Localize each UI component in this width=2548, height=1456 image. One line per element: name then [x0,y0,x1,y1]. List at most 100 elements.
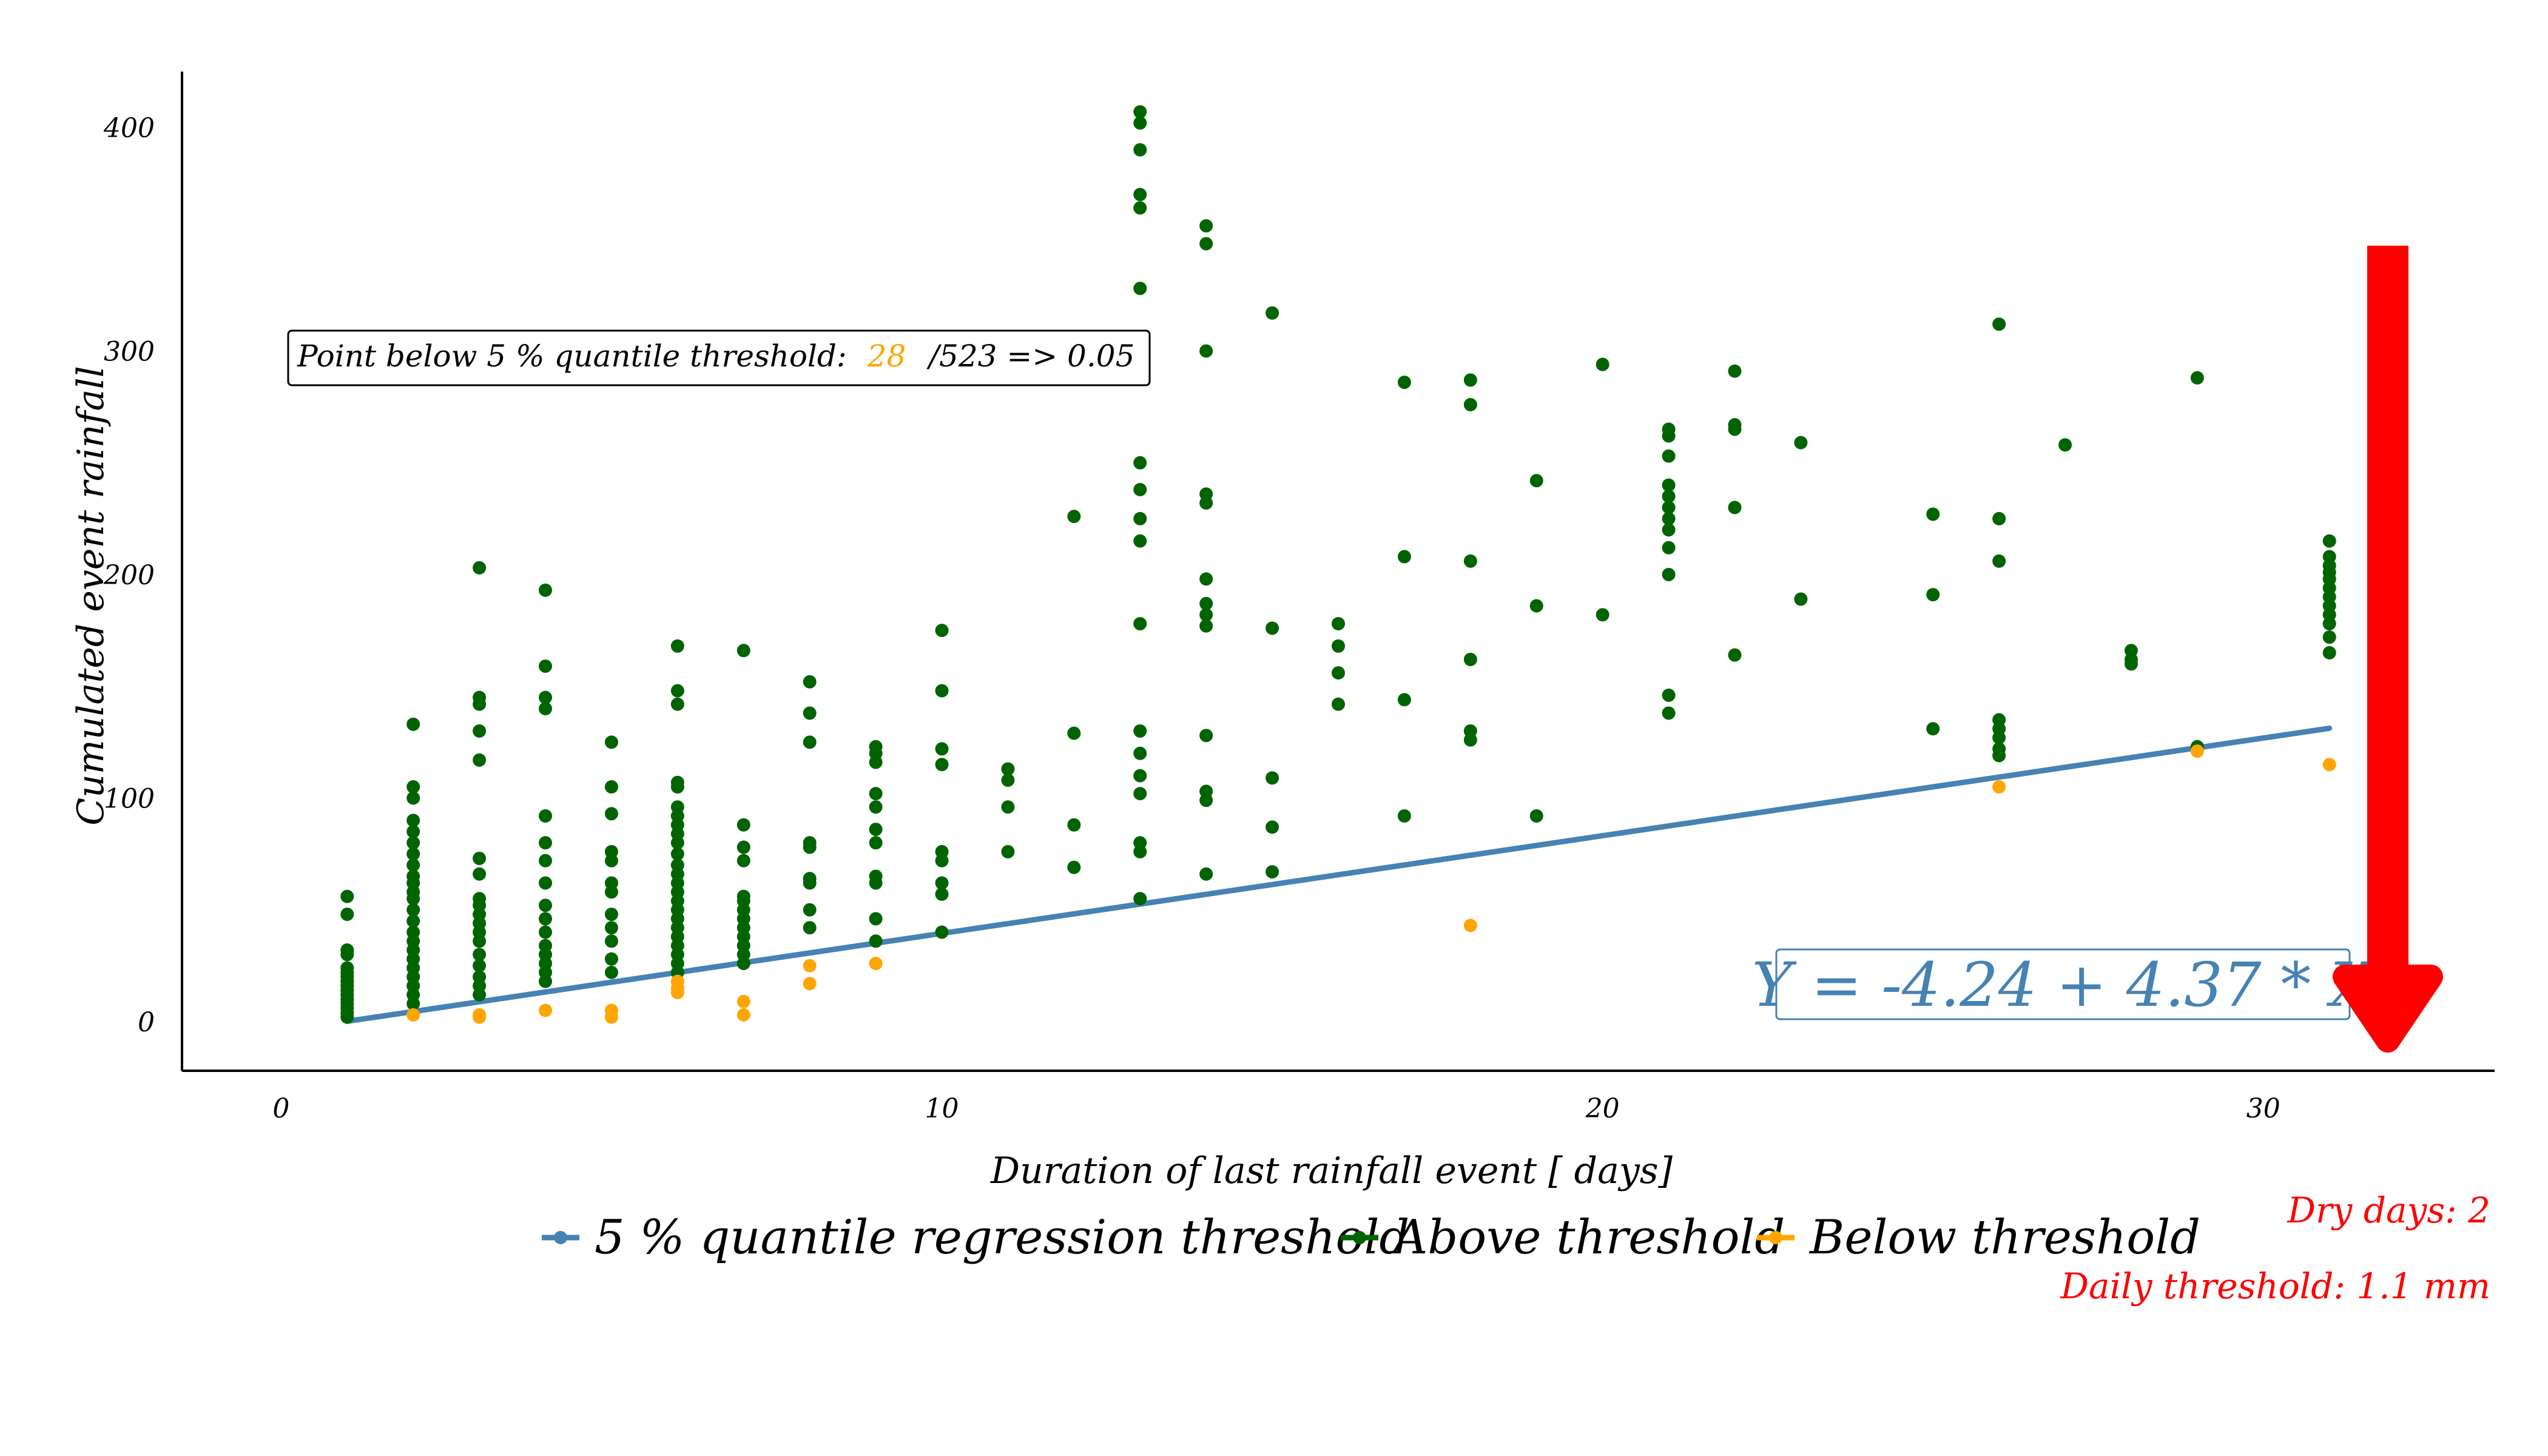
above-threshold-point [803,840,817,854]
above-threshold-points [340,105,2336,1024]
above-threshold-point [869,755,883,769]
above-threshold-point [406,858,420,872]
above-threshold-point [1001,844,1015,858]
above-threshold-point [1199,572,1213,586]
above-threshold-point [1067,818,1081,832]
above-threshold-point [1529,599,1543,613]
above-threshold-point [736,644,750,658]
above-threshold-point [1133,187,1147,201]
above-threshold-point [2322,630,2336,644]
above-threshold-point [406,892,420,906]
above-threshold-point [406,914,420,928]
annotation-count: 28 [867,339,906,374]
above-threshold-point [473,959,487,972]
above-threshold-point [340,908,354,922]
above-threshold-point [935,887,949,901]
above-threshold-point [803,706,817,720]
above-threshold-point [2322,617,2336,631]
above-threshold-point [406,836,420,850]
above-threshold-point [1728,500,1742,514]
above-threshold-point [1794,592,1808,606]
above-threshold-point [1397,693,1411,707]
above-threshold-point [869,823,883,837]
above-threshold-point [1067,510,1081,524]
dry-days-note: Dry days: 2 [2287,1190,2490,1231]
above-threshold-point [935,758,949,772]
above-threshold-point [736,957,750,971]
above-threshold-point [1266,771,1279,785]
above-threshold-point [406,847,420,861]
above-threshold-point [1199,237,1213,251]
above-threshold-point [1133,116,1147,130]
above-threshold-point [473,851,487,865]
above-threshold-point [1992,317,2006,331]
legend-item-below: Below threshold [1757,1210,2200,1265]
below-threshold-point [869,957,883,971]
below-threshold-point [2322,758,2336,772]
above-threshold-point [1133,724,1147,738]
above-threshold-point [736,818,750,832]
above-threshold-point [1662,511,1676,525]
below-threshold-point [1992,780,2006,794]
above-threshold-point [1332,639,1345,653]
above-threshold-point [539,876,553,890]
above-threshold-point [1266,865,1279,879]
above-threshold-point [1133,105,1147,119]
above-threshold-point [539,583,553,597]
above-threshold-point [539,898,553,912]
above-threshold-point [1133,456,1147,470]
above-threshold-point [539,690,553,704]
above-threshold-point [1001,762,1015,776]
above-threshold-point [935,854,949,868]
above-threshold-point [473,724,487,738]
above-threshold-point [1067,860,1081,874]
x-axis-label: Duration of last rainfall event [ days] [990,1150,1673,1192]
legend-item-regression: 5 % quantile regression threshold [542,1210,1409,1265]
below-threshold-annotation: Point below 5 % quantile threshold: 28 /… [287,329,1151,386]
above-threshold-point [2190,371,2204,385]
above-threshold-point [935,624,949,638]
above-threshold-point [1133,769,1147,783]
x-tick-labels: 0 10 20 30 [272,1093,2280,1124]
above-threshold-point [1662,706,1676,720]
above-threshold-point [1199,794,1213,807]
above-threshold-point [1463,733,1477,747]
above-threshold-point [670,780,684,794]
above-threshold-point [604,807,618,821]
above-threshold-point [1728,648,1742,662]
above-threshold-point [604,965,618,979]
legend-label-above: Above threshold [1390,1210,1785,1265]
legend: 5 % quantile regression threshold Above … [542,1210,2200,1265]
above-threshold-point [1133,483,1147,497]
above-threshold-point [1133,511,1147,525]
above-threshold-point [406,824,420,838]
above-threshold-point [1662,478,1676,492]
above-threshold-point [1926,588,1940,602]
above-threshold-point [803,903,817,917]
above-threshold-point [1199,729,1213,743]
above-threshold-point [2322,645,2336,659]
above-threshold-point [473,697,487,711]
above-threshold-point [473,934,487,948]
above-threshold-point [340,948,354,962]
above-threshold-point [869,876,883,890]
above-threshold-point [1266,306,1279,320]
above-threshold-point [803,735,817,749]
above-threshold-point [1662,568,1676,582]
above-threshold-point [1332,666,1345,680]
above-threshold-point [1199,219,1213,233]
above-threshold-point [1662,490,1676,504]
x-tick-label: 20 [1585,1093,1620,1124]
annotation-suffix: /523 => 0.05 [926,339,1134,374]
above-threshold-point [2124,657,2138,671]
below-threshold-point [803,977,817,991]
above-threshold-point [340,1010,354,1024]
legend-label-below: Below threshold [1808,1210,2200,1265]
above-threshold-point [736,840,750,854]
above-threshold-point [473,561,487,575]
above-threshold-point [803,675,817,689]
above-threshold-point [1662,429,1676,443]
above-threshold-point [869,912,883,926]
below-threshold-point [803,959,817,972]
